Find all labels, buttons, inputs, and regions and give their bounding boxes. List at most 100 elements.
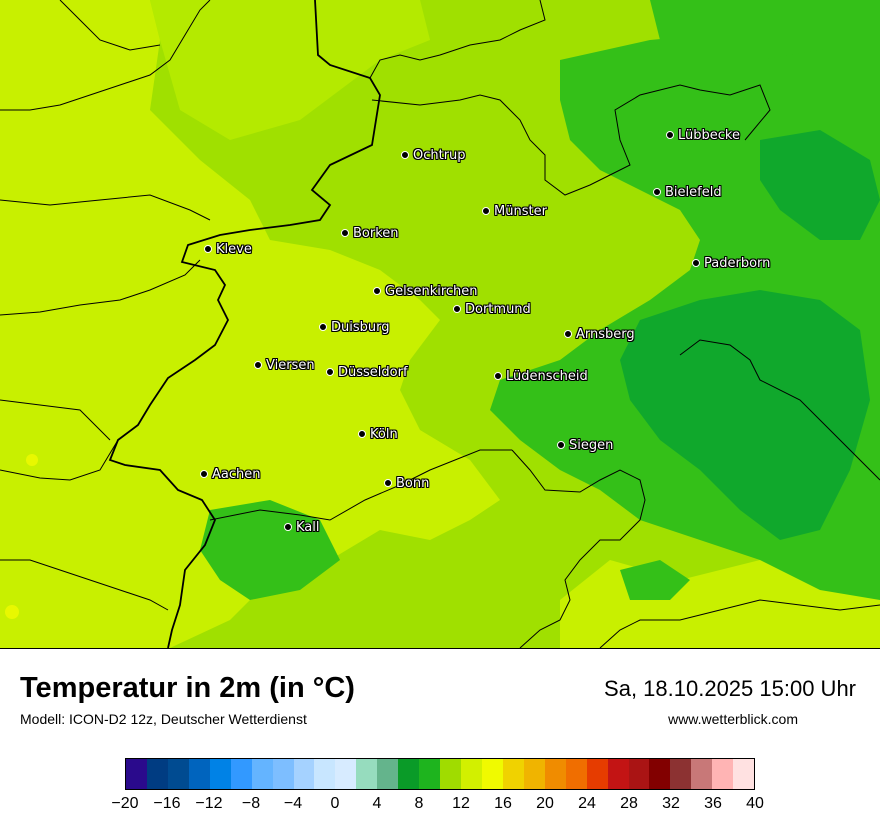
color-scale-tick-label: −16 xyxy=(153,795,181,812)
city-label: Dortmund xyxy=(465,301,531,317)
color-scale-segment xyxy=(481,759,503,789)
color-scale-ticks: −20 −16 −12 −8 −4 0 4 8 12 16 20 24 28 32 36 40 xyxy=(105,795,775,815)
city-marker-kall[interactable]: Kall xyxy=(284,518,320,536)
warm-area-north xyxy=(150,0,430,140)
color-scale-segment xyxy=(314,759,336,789)
website-link[interactable]: www.wetterblick.com xyxy=(668,711,798,727)
color-scale-segment xyxy=(146,759,168,789)
city-marker-bonn[interactable]: Bonn xyxy=(384,474,429,492)
color-scale-tick-label: 12 xyxy=(452,795,470,812)
city-dot xyxy=(200,470,208,478)
cool-area-north xyxy=(650,0,880,60)
temperature-field xyxy=(0,0,880,648)
color-scale-segment xyxy=(188,759,210,789)
city-marker-ochtrup[interactable]: Ochtrup xyxy=(401,146,466,164)
city-marker-borken[interactable]: Borken xyxy=(341,224,399,242)
color-scale-segment xyxy=(293,759,315,789)
color-scale-segment xyxy=(419,759,441,789)
city-label: Ochtrup xyxy=(413,147,466,163)
color-scale-segment xyxy=(607,759,629,789)
city-marker-duisburg[interactable]: Duisburg xyxy=(319,318,390,336)
city-dot xyxy=(494,372,502,380)
color-scale-segment xyxy=(335,759,357,789)
color-scale-tick-label: 4 xyxy=(372,795,382,812)
city-dot xyxy=(653,188,661,196)
city-marker-luedenscheid[interactable]: Lüdenscheid xyxy=(494,367,588,385)
city-dot xyxy=(358,430,366,438)
city-dot xyxy=(254,361,262,369)
color-scale-bar xyxy=(125,758,755,790)
city-marker-duesseldorf[interactable]: Düsseldorf xyxy=(326,363,408,381)
city-label: Borken xyxy=(353,225,399,241)
city-marker-paderborn[interactable]: Paderborn xyxy=(692,254,770,272)
color-scale-segment xyxy=(251,759,273,789)
warm-spot-west xyxy=(26,454,38,466)
color-scale-tick-label: −8 xyxy=(241,795,261,812)
color-scale-tick-label: −12 xyxy=(195,795,223,812)
color-scale-tick-label: 0 xyxy=(330,795,340,812)
color-scale-tick-label: −20 xyxy=(111,795,139,812)
city-dot xyxy=(204,245,212,253)
city-dot xyxy=(373,287,381,295)
city-dot xyxy=(557,441,565,449)
color-scale-tick-label: 28 xyxy=(620,795,638,812)
color-scale-segment xyxy=(586,759,608,789)
city-dot xyxy=(564,330,572,338)
color-scale-segment xyxy=(712,759,734,789)
city-dot xyxy=(326,368,334,376)
city-marker-kleve[interactable]: Kleve xyxy=(204,240,252,258)
chart-title: Temperatur in 2m (in °C) xyxy=(20,672,355,704)
color-scale-tick-label: 8 xyxy=(414,795,424,812)
city-dot xyxy=(284,523,292,531)
color-scale-tick-label: 20 xyxy=(536,795,554,812)
city-label: Lübbecke xyxy=(678,127,740,143)
city-dot xyxy=(692,259,700,267)
color-scale-segment xyxy=(356,759,378,789)
city-label: Arnsberg xyxy=(576,326,635,342)
city-marker-dortmund[interactable]: Dortmund xyxy=(453,300,531,318)
warm-spot-southwest xyxy=(5,605,19,619)
city-marker-koeln[interactable]: Köln xyxy=(358,425,398,443)
city-dot xyxy=(319,323,327,331)
city-marker-muenster[interactable]: Münster xyxy=(482,202,547,220)
city-dot xyxy=(384,479,392,487)
city-label: Bielefeld xyxy=(665,184,722,200)
city-marker-bielefeld[interactable]: Bielefeld xyxy=(653,183,722,201)
city-label: Paderborn xyxy=(704,255,771,271)
color-scale-segment xyxy=(167,759,189,789)
state-borders xyxy=(0,0,880,648)
city-label: Viersen xyxy=(266,357,315,373)
color-scale-tick-label: 32 xyxy=(662,795,680,812)
city-marker-gelsenkirchen[interactable]: Gelsenkirchen xyxy=(373,282,478,300)
color-scale-segment xyxy=(628,759,650,789)
city-marker-viersen[interactable]: Viersen xyxy=(254,356,315,374)
model-info: Modell: ICON-D2 12z, Deutscher Wetterdie… xyxy=(20,711,307,727)
color-scale-segment xyxy=(544,759,566,789)
warm-area-west xyxy=(0,0,500,648)
cool-area-southwest xyxy=(200,500,340,600)
city-dot xyxy=(666,131,674,139)
color-scale-segment xyxy=(691,759,713,789)
color-scale-segment xyxy=(398,759,420,789)
color-scale-segment xyxy=(670,759,692,789)
city-label: Köln xyxy=(370,426,398,442)
color-scale-segment xyxy=(502,759,524,789)
city-label: Aachen xyxy=(212,466,261,482)
color-scale-segment xyxy=(461,759,482,789)
color-scale-segment xyxy=(272,759,294,789)
temperature-map[interactable] xyxy=(0,0,880,649)
cool-core-northeast xyxy=(760,130,880,240)
city-marker-luebbecke[interactable]: Lübbecke xyxy=(666,126,740,144)
color-scale-segment xyxy=(230,759,252,789)
city-dot xyxy=(482,207,490,215)
color-scale-segment xyxy=(523,759,545,789)
city-marker-aachen[interactable]: Aachen xyxy=(200,465,260,483)
color-scale-tick-label: 40 xyxy=(746,795,764,812)
city-marker-siegen[interactable]: Siegen xyxy=(557,436,613,454)
city-label: Kleve xyxy=(216,241,252,257)
forecast-datetime: Sa, 18.10.2025 15:00 Uhr xyxy=(604,676,856,701)
city-label: Duisburg xyxy=(331,319,390,335)
city-marker-arnsberg[interactable]: Arnsberg xyxy=(564,325,635,343)
city-dot xyxy=(453,305,461,313)
city-label: Düsseldorf xyxy=(338,364,408,380)
